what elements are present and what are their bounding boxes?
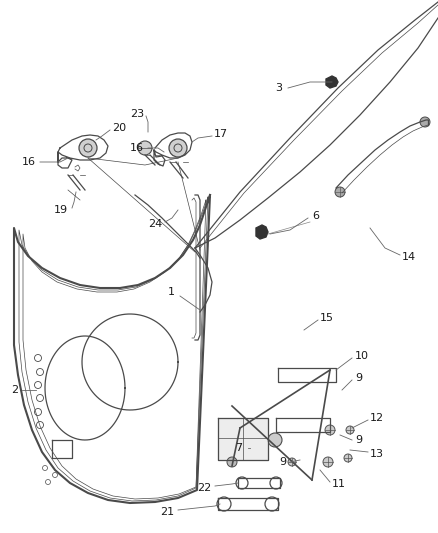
Text: 17: 17 [214,129,228,139]
Text: 11: 11 [332,479,346,489]
Circle shape [138,141,152,155]
Text: 20: 20 [112,123,126,133]
Text: 3: 3 [275,83,282,93]
Polygon shape [256,225,268,239]
Text: 24: 24 [148,219,162,229]
Text: 1: 1 [168,287,175,297]
Text: 7: 7 [235,443,242,453]
Text: 16: 16 [130,143,144,153]
Text: 22: 22 [197,483,211,493]
Text: 6: 6 [312,211,319,221]
Circle shape [420,117,430,127]
Text: 14: 14 [402,252,416,262]
Polygon shape [218,418,268,460]
Text: 13: 13 [370,449,384,459]
Circle shape [346,426,354,434]
Circle shape [323,457,333,467]
Text: 21: 21 [160,507,174,517]
Text: 16: 16 [22,157,36,167]
Circle shape [169,139,187,157]
Circle shape [344,454,352,462]
Circle shape [79,139,97,157]
Circle shape [325,425,335,435]
Circle shape [288,458,296,466]
Text: 15: 15 [320,313,334,323]
Text: 19: 19 [54,205,68,215]
Text: 23: 23 [130,109,144,119]
Circle shape [335,187,345,197]
Text: 9: 9 [355,435,362,445]
Text: 2: 2 [11,385,18,395]
Text: 10: 10 [355,351,369,361]
Text: 9: 9 [279,457,286,467]
Text: 12: 12 [370,413,384,423]
Circle shape [268,433,282,447]
Text: 9: 9 [355,373,362,383]
Circle shape [227,457,237,467]
Polygon shape [326,76,338,88]
